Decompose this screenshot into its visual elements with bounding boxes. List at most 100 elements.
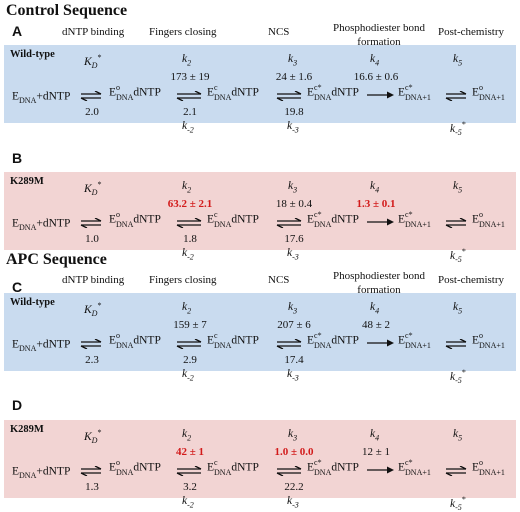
equilibrium-arrow	[445, 91, 467, 101]
k-minus5-symbol: k-5*	[450, 247, 466, 265]
k5-symbol: k5	[453, 428, 463, 443]
k4-value: 1.3 ± 0.1	[356, 198, 396, 210]
panel-letter: B	[12, 150, 23, 166]
panel-label: Wild-type	[10, 297, 55, 308]
km3-value: 22.2	[284, 481, 304, 493]
km2-value: 2.1	[183, 106, 197, 118]
k4-symbol: k4	[370, 180, 380, 195]
kd-symbol: KD*	[84, 428, 102, 446]
kd-symbol: KD*	[84, 301, 102, 319]
k2-value: 159 ± 7	[173, 319, 207, 331]
forward-arrow	[367, 218, 394, 226]
kd-value: 2.3	[85, 354, 99, 366]
panel-label: Wild-type	[10, 49, 55, 60]
k-minus2-symbol: k-2	[182, 495, 194, 510]
k-minus3-symbol: k-3	[287, 120, 299, 135]
k4-value: 12 ± 1	[361, 446, 391, 458]
section-title: Control Sequence	[6, 2, 128, 19]
equilibrium-arrow	[176, 91, 202, 101]
km2-value: 3.2	[183, 481, 197, 493]
panel-letter: D	[12, 397, 23, 413]
step-header: NCS	[268, 26, 290, 38]
k4-symbol: k4	[370, 428, 380, 443]
k2-symbol: k2	[182, 53, 192, 68]
k3-symbol: k3	[288, 53, 298, 68]
step-header: dNTP binding	[62, 26, 125, 38]
forward-arrow	[367, 91, 394, 99]
k4-symbol: k4	[370, 53, 380, 68]
panel-label: K289M	[10, 176, 44, 187]
k4-value: 48 ± 2	[361, 319, 391, 331]
k2-value: 42 ± 1	[175, 446, 205, 458]
k3-value: 18 ± 0.4	[275, 198, 313, 210]
k5-symbol: k5	[453, 301, 463, 316]
km3-value: 19.8	[284, 106, 304, 118]
k2-symbol: k2	[182, 180, 192, 195]
species-e-dna-dntp: E DNA +dNTP	[12, 217, 71, 232]
equilibrium-arrow	[176, 339, 202, 349]
equilibrium-arrow	[276, 91, 302, 101]
equilibrium-arrow	[445, 339, 467, 349]
km2-value: 2.9	[183, 354, 197, 366]
k2-value: 173 ± 19	[170, 71, 210, 83]
k5-symbol: k5	[453, 53, 463, 68]
step-header: Post-chemistry	[438, 26, 504, 38]
k3-symbol: k3	[288, 180, 298, 195]
k2-symbol: k2	[182, 428, 192, 443]
forward-arrow	[367, 339, 394, 347]
km3-value: 17.6	[284, 233, 304, 245]
equilibrium-arrow	[276, 339, 302, 349]
panel-letter: C	[12, 279, 23, 295]
forward-arrow	[367, 466, 394, 474]
species-e-dna-dntp: E DNA +dNTP	[12, 90, 71, 105]
k-minus5-symbol: k-5*	[450, 368, 466, 386]
equilibrium-arrow	[80, 466, 102, 476]
k-minus2-symbol: k-2	[182, 368, 194, 383]
species-e-dna-dntp: E DNA +dNTP	[12, 465, 71, 480]
scheme-panel: Wild-type KD* k2 k3 k4 k5 173 ± 19 24 ± 1.6 16.6…	[4, 45, 516, 137]
km3-value: 17.4	[284, 354, 304, 366]
k5-symbol: k5	[453, 180, 463, 195]
km2-value: 1.8	[183, 233, 197, 245]
equilibrium-arrow	[445, 218, 467, 228]
scheme-panel: K289M KD* k2 k3 k4 k5 63.2 ± 2.1 18 ± 0.4 1.3 ± …	[4, 172, 516, 264]
k-minus2-symbol: k-2	[182, 120, 194, 135]
scheme-panel: Wild-type KD* k2 k3 k4 k5 159 ± 7 207 ± 6 48 ± 2…	[4, 293, 516, 385]
equilibrium-arrow	[80, 339, 102, 349]
k4-symbol: k4	[370, 301, 380, 316]
kd-value: 1.0	[85, 233, 99, 245]
k3-value: 207 ± 6	[277, 319, 311, 331]
panel-letter: A	[12, 23, 23, 39]
k-minus5-symbol: k-5*	[450, 120, 466, 138]
equilibrium-arrow	[176, 218, 202, 228]
section-title: APC Sequence	[6, 251, 107, 268]
species-e-dna-dntp: E DNA +dNTP	[12, 338, 71, 353]
equilibrium-arrow	[80, 91, 102, 101]
step-header: Post-chemistry	[438, 274, 504, 286]
k3-symbol: k3	[288, 301, 298, 316]
k-minus3-symbol: k-3	[287, 368, 299, 383]
k2-symbol: k2	[182, 301, 192, 316]
step-header: NCS	[268, 274, 290, 286]
equilibrium-arrow	[276, 466, 302, 476]
equilibrium-arrow	[445, 466, 467, 476]
k3-symbol: k3	[288, 428, 298, 443]
k-minus3-symbol: k-3	[287, 247, 299, 262]
equilibrium-arrow	[176, 466, 202, 476]
